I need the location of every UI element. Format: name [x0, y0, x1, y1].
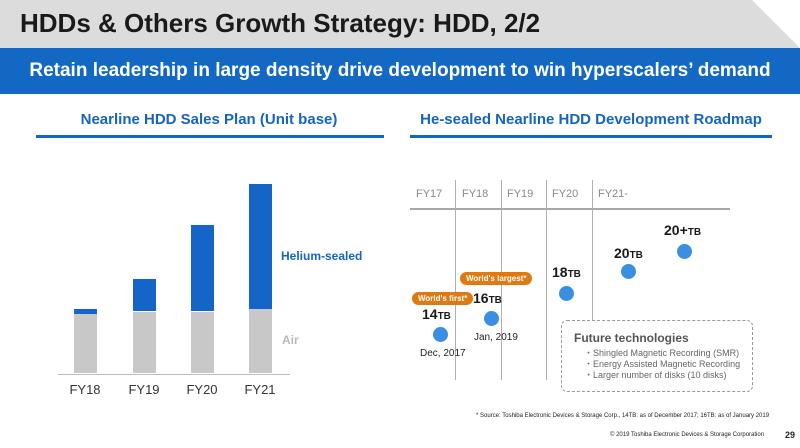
future-item-eamr: ・Energy Assisted Magnetic Recording [584, 359, 741, 369]
milestone-18tb-dot [559, 286, 574, 301]
sales-plan-rule [36, 135, 384, 138]
roadmap-divider-fy18 [455, 180, 456, 380]
roadmap-divider-fy21 [592, 180, 593, 380]
milestone-14tb-value: 14 [422, 306, 438, 322]
roadmap-axis [410, 208, 730, 210]
future-technologies-title: Future technologies [574, 331, 689, 345]
sales-plan-chart: FY18 FY19 FY20 FY21 [69, 184, 276, 397]
milestone-16tb-value: 16 [473, 290, 489, 306]
badge-worlds-largest: World's largest* [460, 272, 533, 285]
bar-helium-fy20 [190, 225, 214, 312]
milestone-16tb-label: 16TB [473, 290, 502, 306]
bar-air-fy19 [132, 311, 156, 373]
badge-worlds-first: World's first* [412, 292, 474, 305]
title-bar [0, 0, 800, 48]
milestone-20plus-dot [677, 244, 692, 259]
future-technologies-box [561, 320, 753, 392]
tick-label-fy20: FY20 [186, 382, 218, 397]
roadmap-year-fy19: FY19 [507, 188, 534, 200]
page-number: 29 [785, 430, 796, 440]
milestone-18tb-value: 18 [552, 264, 568, 280]
page-title: HDDs & Others Growth Strategy: HDD, 2/2 [20, 8, 541, 38]
milestone-16tb-date: Jan, 2019 [474, 332, 518, 343]
milestone-14tb-label: 14TB [422, 306, 451, 322]
milestone-20plus-unit: TB [687, 227, 702, 238]
tick-label-fy18: FY18 [69, 382, 101, 397]
bar-air-fy18 [73, 313, 97, 373]
milestone-20tb-dot [621, 264, 636, 279]
milestone-20plus-label: 20+TB [664, 222, 701, 238]
roadmap-year-fy21: FY21- [598, 188, 628, 200]
tick-label-fy19: FY19 [128, 382, 160, 397]
sales-plan-heading: Nearline HDD Sales Plan (Unit base) [80, 111, 338, 128]
milestone-18tb-unit: TB [567, 269, 581, 280]
roadmap-rule [410, 135, 772, 138]
bar-helium-fy19 [132, 278, 156, 312]
roadmap-divider-fy20 [546, 180, 547, 380]
bar-helium-fy21 [248, 184, 272, 310]
milestone-20tb-label: 20TB [614, 245, 643, 261]
milestone-16tb-unit: TB [488, 295, 502, 306]
milestone-14tb-unit: TB [437, 311, 451, 322]
chart-baseline [58, 374, 290, 375]
roadmap-year-fy17: FY17 [416, 188, 443, 200]
subtitle-banner: Retain leadership in large density drive… [0, 48, 800, 94]
tick-label-fy21: FY21 [244, 382, 276, 397]
title-bar-corner [752, 0, 800, 48]
milestone-20tb-unit: TB [629, 250, 643, 261]
legend-air: Air [282, 333, 299, 347]
legend-helium: Helium-sealed [281, 249, 363, 263]
roadmap-heading: He-sealed Nearline HDD Development Roadm… [420, 111, 762, 128]
footnote: * Source: Toshiba Electronic Devices & S… [476, 413, 770, 419]
bar-helium-fy18 [73, 309, 97, 314]
bar-air-fy20 [190, 311, 214, 373]
roadmap-year-fy18: FY18 [462, 188, 489, 200]
milestone-14tb-date: Dec, 2017 [420, 348, 466, 359]
milestone-20plus-value: 20+ [664, 222, 688, 238]
milestone-18tb-label: 18TB [552, 264, 581, 280]
copyright: © 2019 Toshiba Electronic Devices & Stor… [610, 432, 765, 438]
bar-air-fy21 [248, 309, 272, 373]
future-item-smr: ・Shingled Magnetic Recording (SMR) [584, 348, 740, 358]
future-item-disks: ・Larger number of disks (10 disks) [584, 370, 727, 380]
roadmap-year-fy20: FY20 [552, 188, 579, 200]
milestone-16tb-dot [484, 311, 499, 326]
milestone-20tb-value: 20 [614, 245, 630, 261]
milestone-14tb-dot [433, 327, 448, 342]
